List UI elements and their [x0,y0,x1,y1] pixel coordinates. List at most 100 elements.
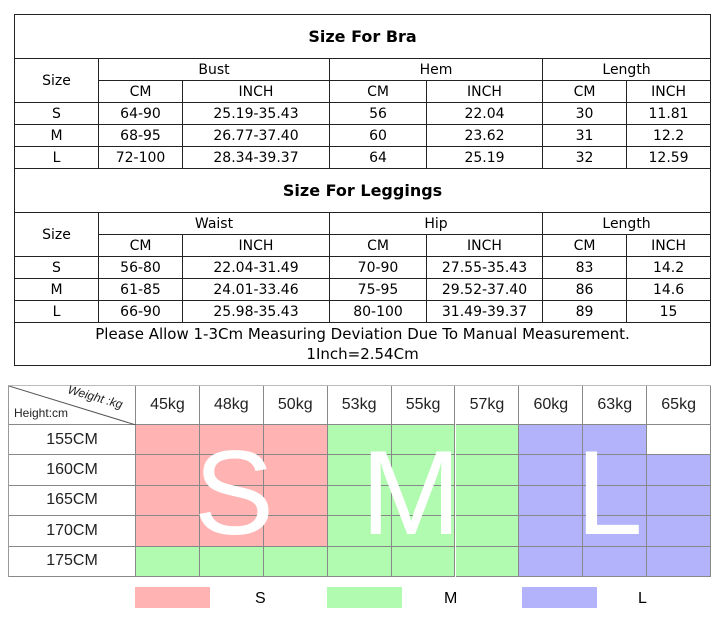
measurement-cell: 72-100 [98,146,183,169]
size-cell-m [455,546,520,577]
size-cell-s [263,425,328,456]
note-line-1: Please Allow 1-3Cm Measuring Deviation D… [95,325,630,343]
measurement-cell: 30 [542,102,627,125]
measurement-cell: 32 [542,146,627,169]
size-cell-s [199,516,264,547]
table-row: M 61-85 24.01-33.46 75-95 29.52-37.40 86 14.6 [14,278,712,301]
legend-swatch-s [135,587,210,608]
weight-header: 60kg [519,386,584,425]
size-cell-m [327,546,392,577]
table-row: S 64-90 25.19-35.43 56 22.04 30 11.81 [14,102,712,125]
size-cell-l [519,516,584,547]
weight-header: 50kg [263,386,328,425]
measurement-cell: 70-90 [329,256,427,279]
measurement-cell: 22.04 [426,102,543,125]
size-cell-m [391,516,456,547]
measurement-cell: 15 [625,300,712,323]
measurement-cell: 56 [329,102,427,125]
size-cell-m [455,455,520,486]
leggings-title: Size For Leggings [13,168,712,213]
height-header: 160CM [9,455,136,486]
measurement-cell: 60 [329,124,427,147]
measurement-cell: 26.77-37.40 [182,124,330,147]
size-cell-l [647,455,712,486]
size-cell-m [391,546,456,577]
size-cell-l [519,546,584,577]
size-cell-l [519,485,584,517]
measurement-cell: 89 [542,300,627,323]
table-row: S 56-80 22.04-31.49 70-90 27.55-35.43 83 14.2 [14,256,712,279]
unit-header: INCH [426,80,543,103]
size-cell-s [199,425,264,456]
size-cell: M [14,278,99,301]
unit-header: INCH [182,80,330,103]
group-header: Waist [98,212,330,235]
size-cell-m [263,546,328,577]
size-cell: S [14,256,99,279]
group-header: Hem [329,58,543,81]
size-table: Size For Bra Size Bust Hem Length CM INCH CM INC… [13,14,712,366]
size-cell-m [327,485,392,517]
unit-header: CM [329,234,427,257]
group-header: Hip [329,212,543,235]
measurement-cell: 29.52-37.40 [426,278,543,301]
legend-swatch-l [522,587,597,608]
measurement-cell: 61-85 [98,278,183,301]
measurement-cell: 64 [329,146,427,169]
size-cell-l [583,425,648,456]
unit-header: INCH [625,234,712,257]
size-cell-l [583,546,648,577]
size-cell-m [455,485,520,517]
size-cell-l [583,455,648,486]
weight-height-size-chart: Weight :kg Height:cm 45kg 48kg 50kg 53kg 55kg 5… [8,382,712,577]
measurement-cell: 83 [542,256,627,279]
legend-label-l: L [638,590,647,607]
measurement-cell: 12.59 [625,146,712,169]
measurement-cell: 22.04-31.49 [182,256,330,279]
height-header: 155CM [9,425,136,456]
measurement-note: Please Allow 1-3Cm Measuring Deviation D… [13,322,712,366]
size-cell-l [583,485,648,517]
size-cell-m [327,425,392,456]
unit-header: CM [542,80,627,103]
unit-header: CM [329,80,427,103]
height-axis-label: Height:cm [14,406,69,420]
group-header: Length [541,58,712,81]
weight-header: 65kg [647,386,712,425]
weight-header: 53kg [327,386,392,425]
size-cell-l [647,485,712,517]
size-cell-l [647,546,712,577]
measurement-cell: 25.19 [426,146,543,169]
size-cell-m [455,425,520,456]
unit-header: CM [98,80,183,103]
measurement-cell: 31.49-39.37 [426,300,543,323]
size-cell: M [14,124,99,147]
measurement-cell: 23.62 [426,124,543,147]
size-cell-s [136,425,200,456]
size-cell-m [327,516,392,547]
group-header: Length [541,212,712,235]
measurement-cell: 14.6 [625,278,712,301]
corner-header-cell: Weight :kg Height:cm [9,382,136,425]
size-cell-s [199,485,264,517]
legend-swatch-m [327,587,402,608]
weight-header: 48kg [199,386,264,425]
size-cell-l [647,516,712,547]
diagonal-divider [9,386,136,425]
size-cell-none [647,425,712,456]
weight-header: 45kg [136,386,200,425]
measurement-cell: 12.2 [625,124,712,147]
size-cell-l [519,455,584,486]
size-cell-s [136,455,200,486]
measurement-cell: 11.81 [625,102,712,125]
legend-label-s: S [255,590,266,607]
measurement-cell: 75-95 [329,278,427,301]
size-header: Size [14,58,99,103]
weight-header: 57kg [455,386,520,425]
unit-header: INCH [625,80,712,103]
size-cell-m [391,425,456,456]
unit-header: INCH [426,234,543,257]
measurement-cell: 64-90 [98,102,183,125]
unit-header: CM [542,234,627,257]
measurement-cell: 14.2 [625,256,712,279]
